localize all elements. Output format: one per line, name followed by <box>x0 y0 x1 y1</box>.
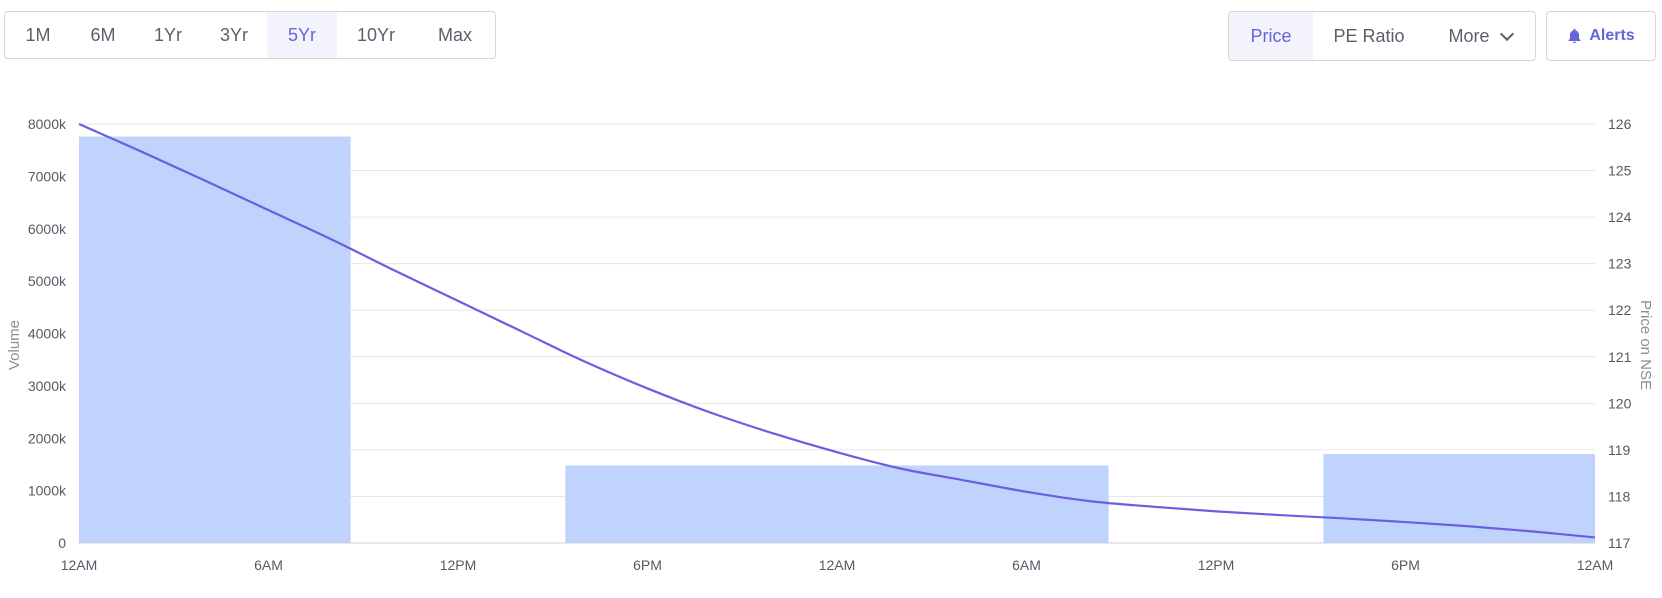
y-right-tick-label: 118 <box>1608 488 1631 504</box>
y-left-tick-label: 5000k <box>28 273 67 289</box>
volume-bar <box>1323 453 1595 543</box>
x-tick-label: 6AM <box>254 557 283 573</box>
price-tab[interactable]: Price <box>1229 12 1313 60</box>
y-left-axis-title: Volume <box>6 320 23 370</box>
y-left-tick-label: 7000k <box>28 168 67 184</box>
y-right-tick-label: 121 <box>1608 349 1632 365</box>
bell-icon <box>1568 28 1581 44</box>
y-left-tick-label: 6000k <box>28 221 67 237</box>
x-tick-label: 12AM <box>1577 557 1614 573</box>
x-tick-label: 12PM <box>1198 557 1235 573</box>
x-tick-label: 12AM <box>61 557 98 573</box>
alerts-button[interactable]: Alerts <box>1546 11 1656 61</box>
time-range-selector: 1M 6M 1Yr 3Yr 5Yr 10Yr Max <box>4 11 496 59</box>
alerts-label: Alerts <box>1589 27 1635 44</box>
more-label: More <box>1448 25 1490 46</box>
price-line-layer <box>78 122 1596 539</box>
volume-bar <box>79 136 351 543</box>
x-tick-label: 6AM <box>1012 557 1041 573</box>
pe-ratio-tab[interactable]: PE Ratio <box>1333 25 1405 46</box>
range-max-button[interactable]: Max <box>437 24 472 45</box>
axes: 0 1000k 2000k 3000k 4000k 5000k 6000k 7000k 8000… <box>28 116 1632 573</box>
y-right-axis-title: Price on NSE <box>1637 300 1654 390</box>
range-1yr-button[interactable]: 1Yr <box>153 24 182 45</box>
y-right-tick-label: 126 <box>1608 116 1632 132</box>
y-right-tick-label: 119 <box>1608 442 1631 458</box>
more-dropdown[interactable]: More <box>1425 12 1535 60</box>
y-right-tick-label: 122 <box>1608 302 1632 318</box>
metric-selector: Price PE Ratio More <box>1228 11 1536 61</box>
y-right-tick-label: 123 <box>1608 256 1632 272</box>
y-left-tick-label: 2000k <box>28 430 67 446</box>
x-tick-label: 6PM <box>1391 557 1420 573</box>
range-6m-button[interactable]: 6M <box>90 24 116 45</box>
y-left-tick-label: 3000k <box>28 378 67 394</box>
x-tick-label: 12PM <box>440 557 477 573</box>
y-left-tick-label: 8000k <box>28 116 67 132</box>
y-right-tick-label: 125 <box>1608 163 1632 179</box>
y-left-tick-label: 1000k <box>28 483 67 499</box>
x-tick-label: 12AM <box>819 557 856 573</box>
y-left-tick-label: 4000k <box>28 326 67 342</box>
range-5yr-button[interactable]: 5Yr <box>267 12 337 58</box>
y-right-tick-label: 120 <box>1608 395 1632 411</box>
price-line <box>78 122 1596 539</box>
volume-bar <box>565 465 1109 543</box>
range-10yr-button[interactable]: 10Yr <box>356 24 396 45</box>
range-1m-button[interactable]: 1M <box>25 24 51 45</box>
y-right-tick-label: 117 <box>1608 535 1631 551</box>
x-tick-label: 6PM <box>633 557 662 573</box>
y-left-tick-label: 0 <box>58 535 66 551</box>
range-3yr-button[interactable]: 3Yr <box>219 24 248 45</box>
volume-bars <box>79 136 1595 543</box>
y-right-tick-label: 124 <box>1608 209 1632 225</box>
